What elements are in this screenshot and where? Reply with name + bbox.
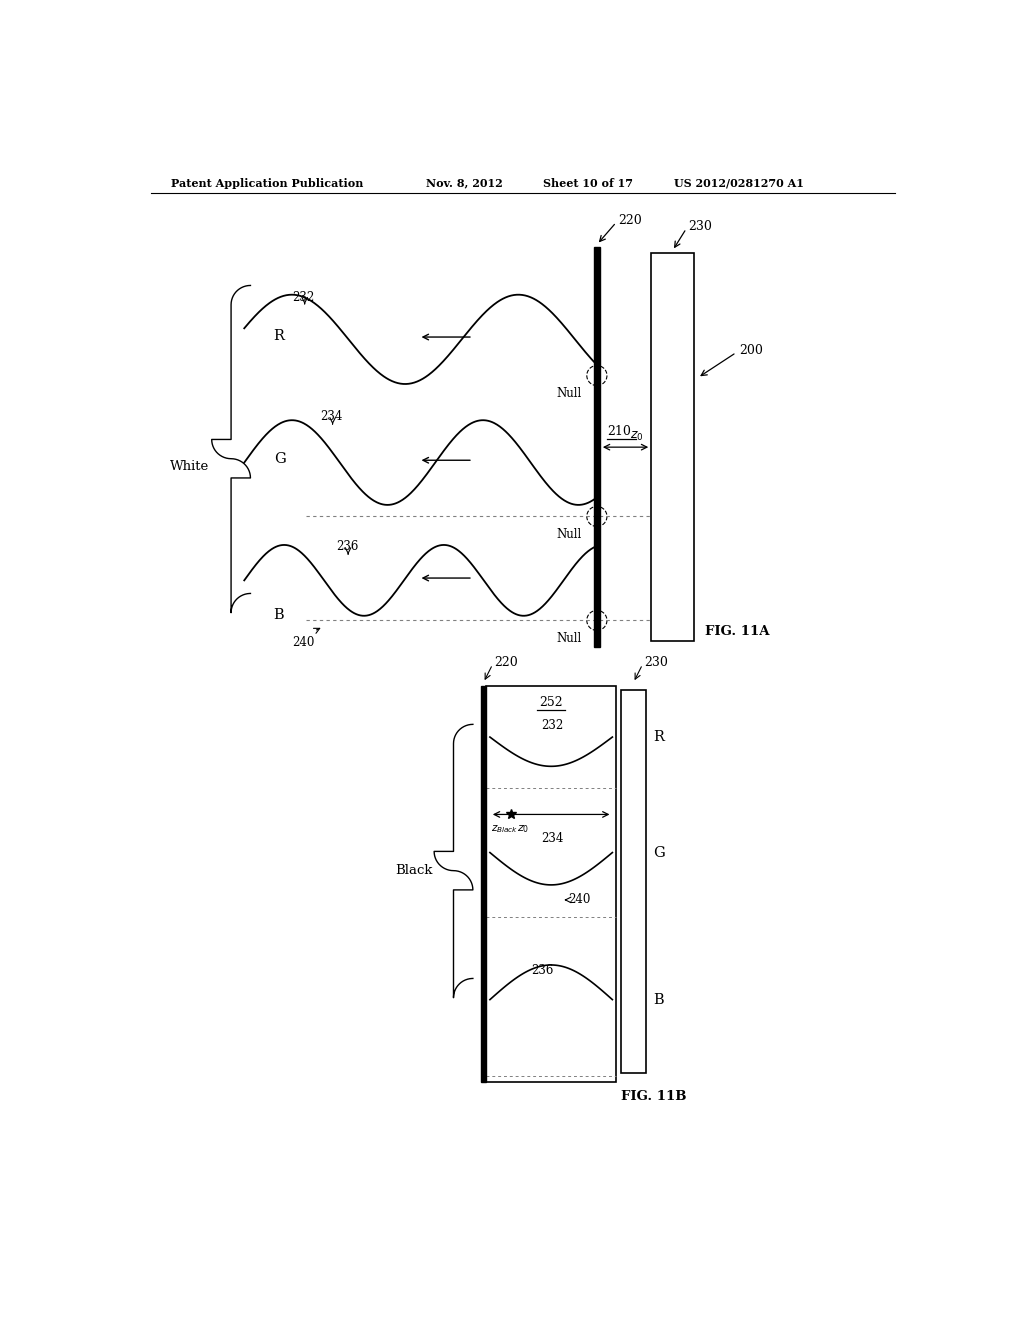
Text: 240: 240 <box>568 894 591 907</box>
Text: Null: Null <box>556 387 582 400</box>
Text: 234: 234 <box>321 409 343 422</box>
Text: 240: 240 <box>292 636 314 649</box>
Bar <box>651 253 693 642</box>
Text: $z_{Black}$: $z_{Black}$ <box>490 824 518 836</box>
Text: B: B <box>273 609 285 622</box>
Text: G: G <box>273 451 286 466</box>
Text: US 2012/0281270 A1: US 2012/0281270 A1 <box>675 178 804 189</box>
Text: Black: Black <box>395 865 432 878</box>
Text: 236: 236 <box>336 540 358 553</box>
Text: 220: 220 <box>618 214 642 227</box>
Text: FIG. 11B: FIG. 11B <box>621 1090 686 1104</box>
Text: G: G <box>653 846 666 859</box>
Text: 232: 232 <box>292 290 314 304</box>
Text: 210: 210 <box>607 425 631 438</box>
Text: White: White <box>170 459 209 473</box>
Text: FIG. 11A: FIG. 11A <box>706 626 770 639</box>
Text: $z_0$: $z_0$ <box>517 824 529 836</box>
Text: Patent Application Publication: Patent Application Publication <box>171 178 362 189</box>
Text: R: R <box>273 329 285 342</box>
Text: B: B <box>653 993 665 1007</box>
Text: 232: 232 <box>541 719 563 733</box>
Text: 220: 220 <box>495 656 518 669</box>
Bar <box>486 686 616 1082</box>
Bar <box>480 686 486 1082</box>
Text: 230: 230 <box>644 656 668 669</box>
Bar <box>621 690 646 1073</box>
Text: R: R <box>653 730 665 744</box>
Bar <box>594 247 600 647</box>
Text: 230: 230 <box>688 220 712 234</box>
Text: Null: Null <box>556 632 582 645</box>
Text: $z_0$: $z_0$ <box>630 429 644 442</box>
Text: 234: 234 <box>541 832 563 845</box>
Text: 252: 252 <box>540 696 563 709</box>
Text: 200: 200 <box>738 345 763 358</box>
Text: Sheet 10 of 17: Sheet 10 of 17 <box>543 178 633 189</box>
Text: Nov. 8, 2012: Nov. 8, 2012 <box>426 178 503 189</box>
Text: Null: Null <box>556 528 582 541</box>
Text: 236: 236 <box>531 964 554 977</box>
